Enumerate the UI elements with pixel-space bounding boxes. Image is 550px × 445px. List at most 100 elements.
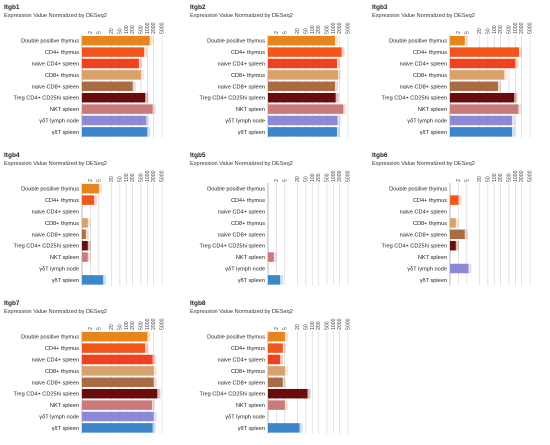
category-label: NKT spleen	[50, 403, 79, 409]
tick-label: 200	[498, 25, 504, 34]
category-label: naive CD4+ spleen	[32, 62, 79, 68]
chart-subtitle: Expression Value Normalized by DESeq2	[190, 13, 293, 19]
chart-title: Itgb8	[190, 300, 206, 307]
bar	[450, 263, 469, 274]
chart-panel-itgb1: Itgb1 Expression Value Normalized by DESe…	[4, 4, 166, 138]
bar	[450, 127, 513, 137]
category-label: Double positive thymus	[21, 39, 79, 45]
bar-range	[335, 92, 339, 103]
bar	[450, 58, 516, 69]
category-label: Double positive thymus	[21, 335, 79, 341]
bar-range	[146, 115, 150, 126]
tick-label: 100	[310, 173, 316, 182]
tick-label: 20	[109, 28, 115, 34]
category-label: γδT spleen	[238, 426, 265, 432]
bar-range	[284, 366, 288, 376]
bar-range	[497, 81, 501, 92]
tick-label: 50	[117, 324, 123, 330]
category-label: γδT spleen	[420, 278, 447, 284]
tick-label: 200	[316, 25, 322, 34]
category-label: Treg CD4+ CD25hi spleen	[381, 244, 447, 250]
category-label: γδT lymph node	[407, 267, 447, 273]
bar-range	[87, 240, 91, 251]
tick-label: 100	[310, 25, 316, 34]
bar	[82, 229, 86, 240]
bar	[82, 366, 154, 376]
category-label: Treg CD4+ CD25hi spleen	[13, 392, 79, 398]
tick-label: 1000	[513, 170, 519, 182]
tick-label: 500	[325, 173, 331, 182]
category-label: CD8+ thymus	[45, 221, 79, 227]
tick-label: 20	[477, 176, 483, 182]
tick-label: 2	[274, 327, 280, 330]
bar	[450, 47, 519, 57]
tick-label: 5000	[346, 170, 352, 182]
bar	[268, 92, 336, 103]
bar-range	[152, 354, 156, 365]
bar-range	[280, 354, 284, 365]
bar	[268, 400, 285, 410]
chart-subtitle: Expression Value Normalized by DESeq2	[4, 309, 107, 315]
bar-range	[282, 343, 286, 353]
category-label: Double positive thymus	[21, 187, 79, 193]
tick-label: 500	[325, 25, 331, 34]
bar	[268, 423, 300, 433]
bar-range	[336, 127, 340, 137]
bar	[268, 343, 283, 353]
category-label: γδT lymph node	[225, 119, 265, 125]
category-label: γδT spleen	[420, 130, 447, 136]
bar-range	[152, 104, 156, 114]
category-label: γδT spleen	[52, 130, 79, 136]
tick-label: 1000	[145, 22, 151, 34]
bar	[82, 47, 145, 57]
bar-range	[98, 183, 102, 194]
tick-label: 2000	[151, 318, 157, 330]
tick-label: 5	[282, 327, 288, 330]
bar-range	[85, 229, 89, 240]
chart-panel-itgb6: Itgb6 Expression Value Normalized by DESe…	[372, 152, 534, 286]
bar-range	[464, 35, 468, 46]
tick-label: 200	[316, 173, 322, 182]
bar-range	[147, 127, 151, 137]
bar	[268, 275, 281, 285]
bar	[268, 127, 337, 137]
tick-label: 200	[130, 321, 136, 330]
bar-range	[280, 275, 284, 285]
tick-label: 50	[485, 176, 491, 182]
tick-label: 200	[316, 321, 322, 330]
tick-label: 50	[117, 28, 123, 34]
bar-range	[512, 115, 516, 126]
category-label: CD4+ thymus	[45, 198, 79, 204]
category-label: naive CD8+ spleen	[400, 84, 447, 90]
category-label: naive CD8+ spleen	[218, 380, 265, 386]
category-label: Treg CD4+ CD25hi spleen	[199, 96, 265, 102]
category-label: γδT lymph node	[39, 119, 79, 125]
bar	[82, 115, 147, 126]
bar	[450, 92, 515, 103]
tick-label: 2000	[151, 170, 157, 182]
tick-label: 5	[464, 31, 470, 34]
category-label: NKT spleen	[236, 255, 265, 261]
bar	[268, 115, 338, 126]
category-label: Treg CD4+ CD25hi spleen	[13, 96, 79, 102]
bar-range	[87, 218, 91, 228]
bar-range	[153, 366, 157, 376]
bar-range	[338, 70, 342, 80]
bar	[82, 411, 154, 422]
category-label: naive CD4+ spleen	[218, 62, 265, 68]
category-label: naive CD8+ spleen	[32, 232, 79, 238]
tick-label: 2	[456, 179, 462, 182]
bar-range	[515, 58, 519, 69]
category-label: naive CD4+ spleen	[400, 62, 447, 68]
tick-label: 500	[139, 321, 145, 330]
category-label: naive CD4+ spleen	[400, 210, 447, 216]
category-label: Double positive thymus	[207, 335, 265, 341]
bar	[450, 81, 498, 92]
bar	[82, 423, 153, 433]
category-label: γδT lymph node	[225, 415, 265, 421]
category-label: CD8+ thymus	[231, 221, 265, 227]
bar	[82, 70, 141, 80]
category-label: CD4+ thymus	[413, 198, 447, 204]
bar	[82, 104, 153, 114]
